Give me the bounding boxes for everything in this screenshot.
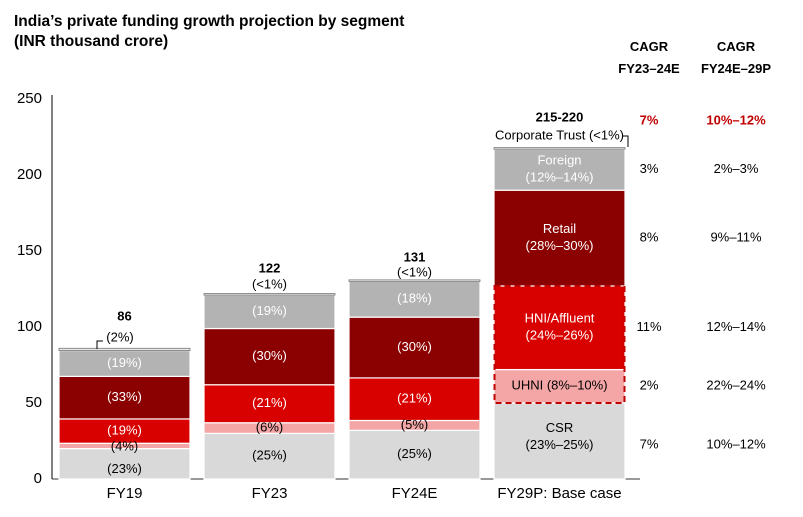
bar-segment-hni xyxy=(493,285,626,371)
cagr-fy24-29-value: 10%–12% xyxy=(706,436,766,451)
segment-label: (25%) xyxy=(252,448,287,463)
bar-segment-foreign xyxy=(493,148,626,191)
segment-label: (25%) xyxy=(397,446,432,461)
segment-label: (24%–26%) xyxy=(526,328,594,343)
segment-label: (18%) xyxy=(397,291,432,306)
segment-label: (21%) xyxy=(252,395,287,410)
segment-label: (33%) xyxy=(107,389,142,404)
cagr-fy23-24-value: 11% xyxy=(636,319,661,334)
cagr-fy23-24-value: 7% xyxy=(640,112,659,127)
cagr-fy24-29-value: 22%–24% xyxy=(706,378,766,393)
segment-label: (4%) xyxy=(111,438,138,453)
y-tick-label: 100 xyxy=(17,318,42,335)
bar-segment-csr xyxy=(493,402,626,480)
cagr-fy24-29-value: 10%–12% xyxy=(706,112,766,127)
x-tick-label: FY23 xyxy=(252,485,288,502)
x-tick-label: FY29P: Base case xyxy=(497,485,621,502)
segment-label: UHNI (8%–10%) xyxy=(511,378,607,393)
cagr-header-label: CAGR xyxy=(629,39,669,54)
highlight-dashed-box xyxy=(493,284,626,404)
cagr-header-fy23-24: CAGR FY23–24E xyxy=(599,36,699,80)
bar-segment-corporate-trust xyxy=(348,279,481,282)
cagr-fy24-29-value: 9%–11% xyxy=(710,230,762,245)
y-tick-label: 250 xyxy=(17,90,42,107)
segment-label: Retail xyxy=(543,221,576,236)
corporate-trust-label: (<1%) xyxy=(397,264,432,279)
bar-total-label: 131 xyxy=(404,249,426,264)
cagr-fy23-24-value: 2% xyxy=(640,378,659,393)
segment-label: (30%) xyxy=(252,348,287,363)
segment-label: CSR xyxy=(546,420,573,435)
x-tick-label: FY19 xyxy=(107,485,143,502)
bar-segment-csr xyxy=(203,432,336,480)
segment-label: Foreign xyxy=(537,153,581,168)
segment-label: (21%) xyxy=(397,391,432,406)
bar-segment-foreign xyxy=(348,280,481,318)
cagr-header-period: FY24E–29P xyxy=(700,61,772,76)
cagr-fy23-24-value: 7% xyxy=(640,436,659,451)
segment-label: (19%) xyxy=(107,423,142,438)
bar-segment-corporate-trust xyxy=(58,347,191,351)
segment-label: (12%–14%) xyxy=(526,170,594,185)
cagr-fy23-24-value: 3% xyxy=(640,161,659,176)
corporate-trust-label: (<1%) xyxy=(252,276,287,291)
bar-segment-hni xyxy=(348,377,481,422)
chart-title-line1: India’s private funding growth projectio… xyxy=(14,13,405,30)
x-tick-label: FY24E xyxy=(392,485,438,502)
segment-label: (6%) xyxy=(256,420,283,435)
bar-total-label: 122 xyxy=(259,260,281,275)
y-tick-label: 50 xyxy=(25,394,42,411)
cagr-header-label: CAGR xyxy=(716,39,756,54)
segment-label: (23%) xyxy=(107,461,142,476)
chart-title-unit: (INR thousand crore) xyxy=(14,33,169,50)
cagr-fy24-29-value: 2%–3% xyxy=(714,161,759,176)
bar-segment-retail xyxy=(203,327,336,386)
cagr-fy24-29-value: 12%–14% xyxy=(706,319,766,334)
segment-label: (28%–30%) xyxy=(526,238,594,253)
cagr-fy23-24-value: 8% xyxy=(640,230,659,245)
bar-segment-csr xyxy=(348,429,481,480)
segment-label: (30%) xyxy=(397,339,432,354)
bar-segment-corporate-trust xyxy=(493,147,626,150)
chart-title: India’s private funding growth projectio… xyxy=(14,12,404,52)
bar-segment-csr xyxy=(58,448,191,480)
bar-total-label: 86 xyxy=(117,308,131,323)
bar-segment-corporate-trust xyxy=(203,293,336,296)
corporate-trust-label: (2%) xyxy=(106,329,133,344)
y-tick-label: 150 xyxy=(17,242,42,259)
bar-total-label: 215-220 xyxy=(536,109,584,124)
y-tick-label: 0 xyxy=(34,470,42,487)
cagr-header-fy24-29: CAGR FY24E–29P xyxy=(686,36,786,80)
corporate-trust-label: Corporate Trust (<1%) xyxy=(495,127,624,142)
segment-label: (19%) xyxy=(252,303,287,318)
segment-label: (23%–25%) xyxy=(526,437,594,452)
bar-segment-retail xyxy=(493,189,626,287)
segment-label: (5%) xyxy=(401,417,428,432)
corporate-trust-bracket xyxy=(96,340,103,349)
corporate-trust-bracket xyxy=(622,135,629,147)
cagr-header-period: FY23–24E xyxy=(618,61,680,76)
segment-label: (19%) xyxy=(107,355,142,370)
y-tick-label: 200 xyxy=(17,166,42,183)
segment-label: HNI/Affluent xyxy=(525,311,595,326)
